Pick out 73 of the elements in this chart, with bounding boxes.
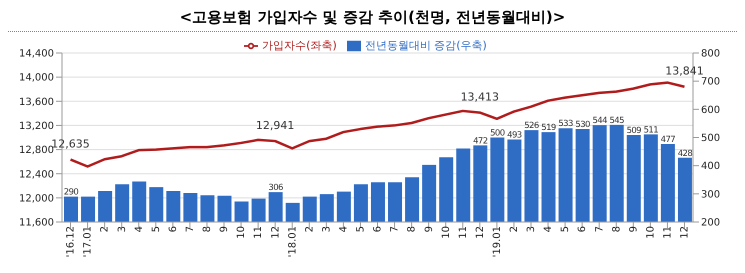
x-tick-label: 12 — [270, 226, 282, 239]
data-label: 306 — [268, 183, 284, 194]
data-label: 530 — [575, 120, 590, 130]
data-label: 12,941 — [256, 119, 294, 132]
y2-tick-label: 200 — [701, 218, 720, 229]
chart-title: <고용보험 가입자수 및 증감 추이(천명, 전년동월대비)> — [8, 8, 737, 32]
x-tick-label: 7 — [390, 226, 401, 232]
x-tick-label: 7 — [594, 226, 606, 232]
x-tick-label: 4 — [543, 226, 554, 232]
y-tick-label: 14,400 — [19, 48, 54, 60]
x-tick-label: '18.01 — [287, 226, 298, 258]
x-tick-label: '16.12 — [66, 226, 77, 258]
data-label: 493 — [507, 130, 522, 140]
x-tick-label: 10 — [645, 226, 656, 239]
legend-label: 가입자수(좌축) — [262, 39, 337, 52]
data-label: 472 — [473, 136, 488, 146]
x-tick-label: 7 — [185, 226, 196, 232]
x-tick-label: 12 — [474, 226, 486, 239]
x-tick-label: 11 — [253, 226, 264, 239]
y2-tick-label: 300 — [701, 189, 720, 200]
data-label: 511 — [644, 125, 658, 136]
x-tick-label: 6 — [577, 226, 588, 232]
x-tick-label: 8 — [611, 226, 622, 232]
y-tick-label: 11,600 — [19, 218, 54, 229]
y-tick-label: 12,400 — [19, 169, 54, 180]
x-tick-label: 8 — [202, 226, 214, 232]
data-label: 13,841 — [665, 64, 704, 78]
data-label: 428 — [678, 148, 692, 159]
x-tick-label: 10 — [236, 226, 248, 239]
x-tick-label: 11 — [458, 226, 469, 239]
x-tick-label: 2 — [100, 226, 111, 232]
data-label: 13,413 — [460, 90, 500, 104]
data-label: 500 — [490, 128, 505, 138]
x-tick-label: 11 — [662, 226, 674, 239]
y-tick-label: 12,000 — [19, 193, 54, 204]
x-tick-label: 9 — [628, 226, 640, 232]
x-tick-label: 5 — [560, 226, 572, 232]
x-tick-label: 3 — [526, 226, 538, 232]
y2-tick-label: 600 — [701, 104, 720, 116]
x-tick-label: 4 — [134, 226, 145, 232]
data-label: 477 — [660, 134, 676, 145]
x-tick-label: 6 — [168, 226, 179, 232]
x-tick-label: 10 — [440, 226, 452, 239]
x-tick-label: 4 — [338, 226, 350, 232]
x-tick-label: '19.01 — [492, 226, 503, 258]
x-tick-label: 2 — [304, 226, 316, 232]
x-tick-label: 8 — [406, 226, 418, 232]
legend-label: 전년동월대비 증감(우축) — [364, 39, 487, 52]
data-label: 290 — [64, 188, 78, 198]
y-tick-label: 12,800 — [19, 145, 54, 156]
x-tick-label: 5 — [356, 226, 367, 232]
x-tick-label: 3 — [321, 226, 332, 232]
x-tick-label: 3 — [116, 226, 128, 232]
y-tick-label: 13,600 — [19, 96, 54, 108]
x-tick-label: 5 — [150, 226, 162, 232]
x-tick-label: 9 — [219, 226, 230, 232]
data-label: 509 — [626, 126, 642, 136]
y-tick-label: 14,000 — [19, 72, 54, 84]
x-tick-label: 9 — [424, 226, 435, 232]
data-label: 544 — [592, 116, 608, 126]
data-label: 545 — [610, 116, 624, 126]
y2-tick-label: 800 — [701, 48, 720, 60]
data-label: 533 — [558, 119, 573, 130]
y2-tick-label: 500 — [701, 133, 720, 144]
y2-tick-label: 400 — [701, 161, 720, 172]
x-tick-label: '17.01 — [82, 226, 94, 258]
x-tick-label: 12 — [680, 226, 691, 239]
y2-tick-label: 700 — [701, 76, 720, 88]
data-label: 526 — [524, 121, 539, 132]
x-tick-label: 6 — [372, 226, 384, 232]
y-tick-label: 13,200 — [19, 120, 54, 132]
x-tick-label: 2 — [509, 226, 520, 232]
data-label: 519 — [541, 123, 556, 134]
